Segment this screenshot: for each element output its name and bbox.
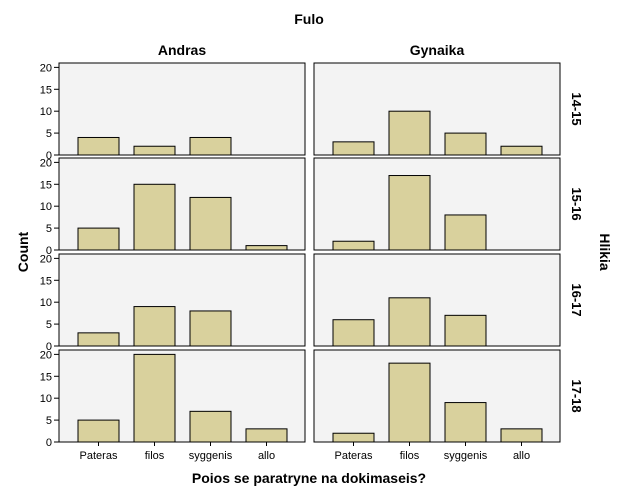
x-tick-label-filos: filos xyxy=(400,450,420,462)
y-tick-label: 0 xyxy=(46,245,52,257)
y-tick-label: 20 xyxy=(40,349,52,361)
panel-14-15-gynaika xyxy=(313,62,561,156)
bar-17-18-gynaika-allo xyxy=(500,428,543,443)
bar-16-17-andras-syggenis xyxy=(189,310,232,347)
bar-17-18-andras-filos xyxy=(133,353,176,443)
bar-16-17-gynaika-syggenis xyxy=(444,314,487,347)
panel-15-16-andras xyxy=(58,157,306,251)
x-tick-label-syggenis: syggenis xyxy=(189,450,233,462)
bar-16-17-gynaika-pateras xyxy=(332,319,375,347)
y-tick-label: 10 xyxy=(40,393,52,405)
y-tick-label: 0 xyxy=(46,150,52,162)
bar-15-16-andras-allo xyxy=(245,245,288,251)
row-label-17-18: 17-18 xyxy=(569,379,584,412)
y-tick-label: 10 xyxy=(40,297,52,309)
bar-17-18-gynaika-filos xyxy=(388,362,431,443)
bar-14-15-andras-syggenis xyxy=(189,136,232,156)
bar-15-16-gynaika-pateras xyxy=(332,240,375,251)
bar-14-15-gynaika-pateras xyxy=(332,141,375,156)
bar-15-16-andras-pateras xyxy=(77,227,120,251)
bar-17-18-andras-syggenis xyxy=(189,410,232,443)
row-label-15-16: 15-16 xyxy=(569,187,584,220)
x-tick-label-pateras: Pateras xyxy=(335,450,373,462)
bar-15-16-gynaika-filos xyxy=(388,175,431,251)
bar-16-17-andras-pateras xyxy=(77,332,120,347)
bar-15-16-andras-filos xyxy=(133,183,176,251)
column-header-andras: Andras xyxy=(158,42,206,58)
column-header-gynaika: Gynaika xyxy=(410,42,465,58)
bar-14-15-gynaika-allo xyxy=(500,145,543,156)
y-tick-label: 20 xyxy=(40,62,52,74)
bar-17-18-andras-pateras xyxy=(77,419,120,443)
bar-14-15-andras-pateras xyxy=(77,136,120,156)
y-tick-label: 15 xyxy=(40,179,52,191)
bar-15-16-andras-syggenis xyxy=(189,196,232,251)
x-tick-label-pateras: Pateras xyxy=(80,450,118,462)
bar-17-18-gynaika-syggenis xyxy=(444,402,487,443)
y-tick-label: 5 xyxy=(46,415,52,427)
y-tick-label: 20 xyxy=(40,157,52,169)
bar-17-18-andras-allo xyxy=(245,428,288,443)
bar-14-15-gynaika-syggenis xyxy=(444,132,487,156)
panel-17-18-gynaika xyxy=(313,349,561,443)
x-tick-label-allo: allo xyxy=(513,450,530,462)
panel-15-16-gynaika xyxy=(313,157,561,251)
row-label-14-15: 14-15 xyxy=(569,92,584,125)
bar-14-15-gynaika-filos xyxy=(388,110,431,156)
y-tick-label: 5 xyxy=(46,223,52,235)
chart-title: Fulo xyxy=(294,11,324,27)
bar-16-17-andras-filos xyxy=(133,306,176,347)
bar-15-16-gynaika-syggenis xyxy=(444,214,487,251)
y-tick-label: 0 xyxy=(46,437,52,449)
y-tick-label: 15 xyxy=(40,275,52,287)
bar-17-18-gynaika-pateras xyxy=(332,432,375,443)
x-tick-label-filos: filos xyxy=(145,450,165,462)
x-tick-label-allo: allo xyxy=(258,450,275,462)
bar-14-15-andras-filos xyxy=(133,145,176,156)
y-tick-label: 5 xyxy=(46,319,52,331)
x-tick-label-syggenis: syggenis xyxy=(444,450,488,462)
y-tick-label: 15 xyxy=(40,371,52,383)
row-label-16-17: 16-17 xyxy=(569,283,584,316)
y-tick-label: 20 xyxy=(40,253,52,265)
y-axis-label: Count xyxy=(15,231,31,272)
row-facet-title: Hlikia xyxy=(597,233,613,271)
panel-16-17-andras xyxy=(58,253,306,347)
y-tick-label: 5 xyxy=(46,128,52,140)
y-tick-label: 10 xyxy=(40,201,52,213)
y-tick-label: 10 xyxy=(40,106,52,118)
panel-grid: 0510152005101520051015200510152014-1515-… xyxy=(40,62,584,462)
bar-16-17-gynaika-filos xyxy=(388,297,431,347)
y-tick-label: 15 xyxy=(40,84,52,96)
x-axis-label: Poios se paratryne na dokimaseis? xyxy=(192,470,426,486)
y-tick-label: 0 xyxy=(46,341,52,353)
